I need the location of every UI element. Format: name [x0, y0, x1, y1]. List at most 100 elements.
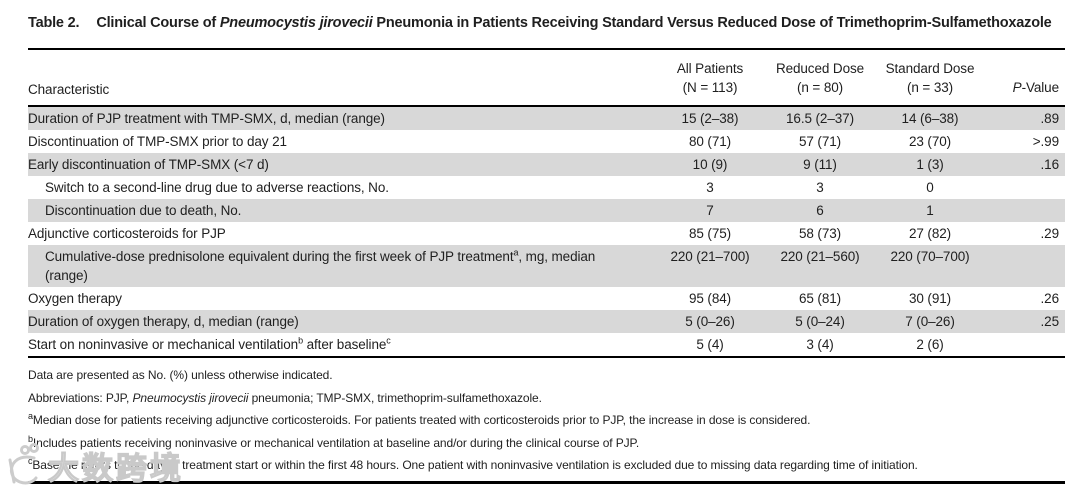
superscript: a — [28, 411, 33, 421]
table-row: Duration of oxygen therapy, d, median (r… — [28, 310, 1065, 333]
row-characteristic: Cumulative-dose prednisolone equivalent … — [28, 247, 655, 285]
table-number: Table 2. — [28, 15, 80, 31]
table-body: Duration of PJP treatment with TMP-SMX, … — [28, 107, 1065, 356]
cell-all-patients: 95 (84) — [688, 291, 732, 306]
table-row: Discontinuation of TMP-SMX prior to day … — [28, 130, 1065, 153]
table-row: Discontinuation due to death, No. 7 6 1 — [28, 199, 1065, 222]
cell-all-patients: 85 (75) — [688, 226, 732, 241]
text-segment: Discontinuation due to death, No. — [45, 203, 242, 218]
footnote: cBaseline refers to the day of treatment… — [28, 457, 1065, 473]
text-segment: (range) — [45, 268, 88, 283]
cell-p-value: >.99 — [1032, 134, 1059, 149]
cell-standard-dose: 0 — [926, 180, 934, 195]
column-header-p-value: P-Value — [985, 78, 1065, 97]
table-row: Cumulative-dose prednisolone equivalent … — [28, 245, 1065, 287]
footnote: Abbreviations: PJP, Pneumocystis jirovec… — [28, 391, 1065, 405]
cell-p-value: .26 — [1040, 291, 1060, 306]
cell-standard-dose: 14 (6–38) — [901, 111, 959, 126]
text-segment: Oxygen therapy — [28, 291, 122, 306]
text-segment: Cumulative-dose prednisolone equivalent … — [45, 249, 514, 264]
superscript: c — [386, 335, 391, 346]
header-line1: Standard Dose — [885, 61, 975, 76]
row-characteristic: Duration of oxygen therapy, d, median (r… — [28, 312, 655, 331]
table-caption-italic: Pneumocystis jirovecii — [219, 15, 373, 31]
row-characteristic: Adjunctive corticosteroids for PJP — [28, 224, 655, 243]
p-rest: -Value — [1021, 80, 1060, 95]
cell-standard-dose: 1 — [926, 203, 934, 218]
text-segment: Adjunctive corticosteroids for PJP — [28, 226, 226, 241]
cell-all-patients: 7 — [706, 203, 714, 218]
column-header-reduced-dose: Reduced Dose (n = 80) — [765, 59, 875, 97]
cell-all-patients: 5 (0–26) — [685, 314, 735, 329]
cell-all-patients: 5 (4) — [696, 337, 724, 352]
cell-standard-dose: 30 (91) — [908, 291, 952, 306]
table-row: Early discontinuation of TMP-SMX (<7 d) 1… — [28, 153, 1065, 176]
header-line2: (N = 113) — [682, 80, 738, 95]
cell-standard-dose: 220 (70–700) — [890, 249, 970, 264]
characteristic-header: Characteristic — [28, 82, 110, 97]
table-row: Adjunctive corticosteroids for PJP 85 (75… — [28, 222, 1065, 245]
text-segment: Abbreviations: PJP, — [28, 390, 133, 405]
cell-standard-dose: 2 (6) — [916, 337, 944, 352]
text-segment: Early discontinuation of TMP-SMX (<7 d) — [28, 157, 269, 172]
body-bottom-rule — [28, 356, 1065, 358]
cell-reduced-dose: 5 (0–24) — [795, 314, 845, 329]
header-line2: (n = 80) — [796, 80, 844, 95]
header-rule — [28, 105, 1065, 107]
table-header-row: Characteristic All Patients (N = 113) Re… — [28, 50, 1065, 105]
cell-reduced-dose: 58 (73) — [798, 226, 842, 241]
cell-reduced-dose: 9 (11) — [803, 157, 837, 172]
row-characteristic: Duration of PJP treatment with TMP-SMX, … — [28, 109, 655, 128]
table-figure: Table 2. Clinical Course of Pneumocystis … — [28, 0, 1065, 484]
table-row: Duration of PJP treatment with TMP-SMX, … — [28, 107, 1065, 130]
header-line1: All Patients — [676, 61, 744, 76]
final-rule — [28, 480, 1065, 484]
text-segment: after baseline — [302, 337, 387, 352]
text-segment: Discontinuation of TMP-SMX prior to day … — [28, 134, 287, 149]
header-line2: (n = 33) — [906, 80, 954, 95]
text-segment: Start on noninvasive or mechanical venti… — [28, 337, 299, 352]
superscript: a — [513, 247, 519, 258]
cell-all-patients: 10 (9) — [692, 157, 728, 172]
table-caption-start: Clinical Course of — [96, 15, 220, 31]
cell-all-patients: 15 (2–38) — [681, 111, 739, 126]
table-row: Start on noninvasive or mechanical venti… — [28, 333, 1065, 356]
footnote: aMedian dose for patients receiving adju… — [28, 411, 1065, 428]
text-segment: Duration of PJP treatment with TMP-SMX, … — [28, 111, 385, 126]
cell-all-patients: 3 — [706, 180, 714, 195]
cell-reduced-dose: 220 (21–560) — [780, 249, 860, 264]
text-segment: Baseline refers to the day of treatment … — [32, 458, 918, 472]
text-segment: Includes patients receiving noninvasive … — [32, 435, 640, 450]
cell-reduced-dose: 65 (81) — [798, 291, 842, 306]
cell-p-value: .25 — [1040, 314, 1060, 329]
cell-p-value: .89 — [1040, 111, 1060, 126]
row-characteristic: Early discontinuation of TMP-SMX (<7 d) — [28, 155, 655, 174]
row-characteristic: Oxygen therapy — [28, 289, 655, 308]
text-segment: pneumonia; TMP-SMX, trimethoprim-sulfame… — [248, 390, 542, 405]
row-characteristic: Discontinuation of TMP-SMX prior to day … — [28, 132, 655, 151]
superscript: b — [298, 335, 303, 346]
footnote: Data are presented as No. (%) unless oth… — [28, 368, 1065, 382]
footnote: bIncludes patients receiving noninvasive… — [28, 434, 1065, 450]
text-segment: Data are presented as No. (%) unless oth… — [28, 368, 333, 382]
table-title: Table 2. Clinical Course of Pneumocystis … — [28, 15, 1065, 31]
cell-p-value: .16 — [1040, 157, 1060, 172]
cell-reduced-dose: 6 — [816, 203, 824, 218]
table-row: Oxygen therapy 95 (84) 65 (81) 30 (91) .26 — [28, 287, 1065, 310]
p-italic: P — [1012, 80, 1022, 95]
cell-all-patients: 220 (21–700) — [670, 249, 750, 264]
column-header-standard-dose: Standard Dose (n = 33) — [875, 59, 985, 97]
row-characteristic: Start on noninvasive or mechanical venti… — [28, 335, 655, 354]
cell-reduced-dose: 3 — [816, 180, 824, 195]
cell-all-patients: 80 (71) — [688, 134, 732, 149]
cell-reduced-dose: 57 (71) — [798, 134, 842, 149]
column-header-all-patients: All Patients (N = 113) — [655, 59, 765, 97]
header-line1: Reduced Dose — [775, 61, 865, 76]
table-row: Switch to a second-line drug due to adve… — [28, 176, 1065, 199]
cell-reduced-dose: 3 (4) — [806, 337, 834, 352]
italic-text: Pneumocystis jirovecii — [132, 390, 249, 405]
cell-standard-dose: 7 (0–26) — [905, 314, 955, 329]
row-characteristic: Discontinuation due to death, No. — [28, 201, 655, 220]
cell-standard-dose: 27 (82) — [908, 226, 952, 241]
footnotes: Data are presented as No. (%) unless oth… — [28, 368, 1065, 472]
